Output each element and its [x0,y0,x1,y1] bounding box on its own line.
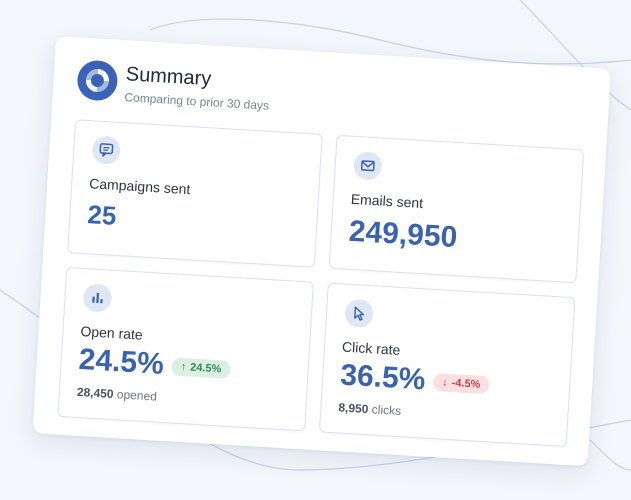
arrow-down-icon: ↓ [441,376,449,389]
donut-chart-icon [76,59,119,102]
click-rate-change: -4.5% [451,377,481,391]
open-rate-change: 24.5% [189,361,222,376]
campaigns-sent-label: Campaigns sent [88,175,191,198]
summary-panel: Summary Comparing to prior 30 days Campa… [32,36,612,467]
page-subtitle: Comparing to prior 30 days [124,90,270,113]
arrow-up-icon: ↑ [180,360,187,374]
click-rate-count: 8,950 [338,400,369,417]
click-rate-footer-text: clicks [371,402,402,419]
open-rate-card[interactable]: Open rate 24.5% ↑ 24.5% 28,450 opened [57,267,314,432]
open-rate-count: 28,450 [76,384,114,402]
open-rate-label: Open rate [80,322,144,343]
click-rate-label: Click rate [341,338,401,358]
page-title: Summary [125,63,212,91]
open-rate-value: 24.5% [77,342,165,381]
cursor-icon [344,298,374,329]
message-icon [91,135,122,165]
click-rate-row: 36.5% ↓ -4.5% [339,358,490,401]
open-rate-row: 24.5% ↑ 24.5% [78,343,232,386]
emails-sent-card[interactable]: Emails sent 249,950 [328,134,585,284]
click-rate-footer: 8,950 clicks [338,400,401,418]
click-rate-card[interactable]: Click rate 36.5% ↓ -4.5% 8,950 clicks [318,282,576,448]
emails-sent-label: Emails sent [350,190,424,212]
mail-icon [353,150,383,181]
click-rate-change-badge: ↓ -4.5% [432,372,490,395]
campaigns-sent-value: 25 [86,199,118,231]
open-rate-change-badge: ↑ 24.5% [171,357,231,379]
emails-sent-value: 249,950 [347,214,459,255]
open-rate-footer: 28,450 opened [77,385,158,404]
open-rate-footer-text: opened [116,387,158,404]
click-rate-value: 36.5% [339,358,427,397]
bar-chart-icon [82,283,113,313]
summary-header: Summary Comparing to prior 30 days [76,59,269,113]
campaigns-sent-card[interactable]: Campaigns sent 25 [67,119,323,268]
